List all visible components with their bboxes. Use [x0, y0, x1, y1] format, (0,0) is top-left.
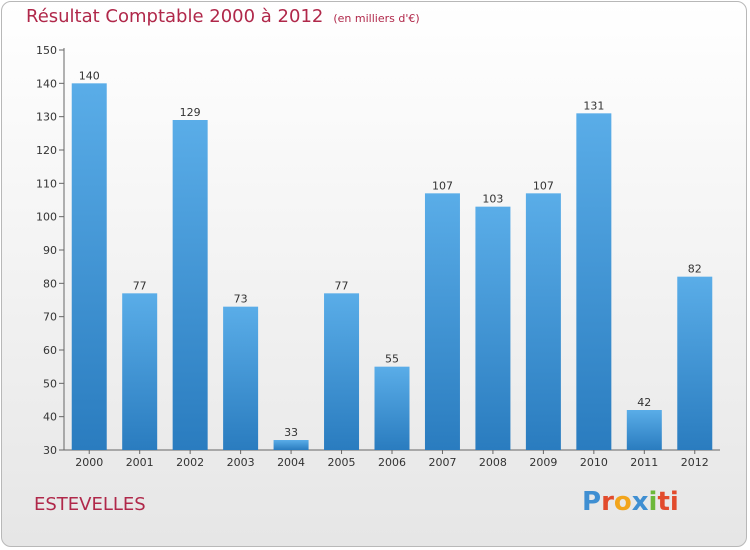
- bar: [71, 83, 107, 450]
- bar-value-label: 140: [79, 69, 100, 82]
- bar-value-label: 73: [234, 293, 248, 306]
- bar: [223, 306, 259, 450]
- bar-value-label: 107: [432, 179, 453, 192]
- proxiti-logo[interactable]: Proxiti: [582, 487, 679, 517]
- bar-value-label: 42: [637, 396, 651, 409]
- bar: [626, 410, 662, 450]
- bar: [475, 206, 511, 450]
- bar: [677, 276, 713, 450]
- bar-value-label: 107: [533, 179, 554, 192]
- bar: [424, 193, 460, 451]
- bar: [122, 293, 158, 450]
- bar-value-label: 82: [688, 263, 702, 276]
- x-tick-label: 2001: [126, 456, 154, 469]
- logo-letter: ti: [657, 487, 679, 517]
- bar-value-label: 129: [180, 106, 201, 119]
- y-tick-label: 80: [43, 277, 57, 290]
- logo-letter: o: [613, 487, 632, 517]
- bar: [324, 293, 360, 450]
- commune-name: ESTEVELLES: [34, 494, 146, 515]
- bar: [273, 440, 309, 450]
- bar: [525, 193, 561, 451]
- y-tick-label: 40: [43, 411, 57, 424]
- logo-letter: i: [648, 487, 658, 517]
- x-tick-label: 2011: [630, 456, 658, 469]
- logo-letter: r: [601, 487, 614, 517]
- y-tick-label: 100: [36, 211, 57, 224]
- x-tick-label: 2003: [227, 456, 255, 469]
- bar-value-label: 131: [583, 99, 604, 112]
- bar-value-label: 77: [335, 279, 349, 292]
- logo-letter: x: [631, 487, 649, 517]
- x-tick-label: 2012: [681, 456, 709, 469]
- bar: [172, 120, 208, 450]
- bar-value-label: 33: [284, 426, 298, 439]
- x-tick-label: 2006: [378, 456, 406, 469]
- y-tick-label: 140: [36, 77, 57, 90]
- x-tick-label: 2007: [428, 456, 456, 469]
- y-tick-label: 110: [36, 177, 57, 190]
- chart-subtitle: (en milliers d'€): [333, 12, 420, 25]
- y-tick-label: 30: [43, 444, 57, 457]
- y-tick-label: 150: [36, 44, 57, 57]
- bar-value-label: 77: [133, 279, 147, 292]
- bar: [374, 366, 410, 450]
- x-tick-label: 2000: [75, 456, 103, 469]
- y-tick-label: 50: [43, 377, 57, 390]
- y-tick-label: 120: [36, 144, 57, 157]
- y-tick-label: 70: [43, 311, 57, 324]
- y-tick-label: 60: [43, 344, 57, 357]
- x-tick-label: 2005: [328, 456, 356, 469]
- x-tick-label: 2009: [529, 456, 557, 469]
- x-tick-label: 2004: [277, 456, 305, 469]
- x-tick-label: 2008: [479, 456, 507, 469]
- bar-value-label: 103: [482, 193, 503, 206]
- x-tick-label: 2002: [176, 456, 204, 469]
- bar: [576, 113, 612, 450]
- y-tick-label: 130: [36, 111, 57, 124]
- chart-title-text: Résultat Comptable 2000 à 2012: [26, 6, 324, 27]
- chart-title: Résultat Comptable 2000 à 2012 (en millie…: [26, 6, 420, 27]
- logo-letter: P: [582, 487, 602, 517]
- y-tick-label: 90: [43, 244, 57, 257]
- bar-value-label: 55: [385, 353, 399, 366]
- x-tick-label: 2010: [580, 456, 608, 469]
